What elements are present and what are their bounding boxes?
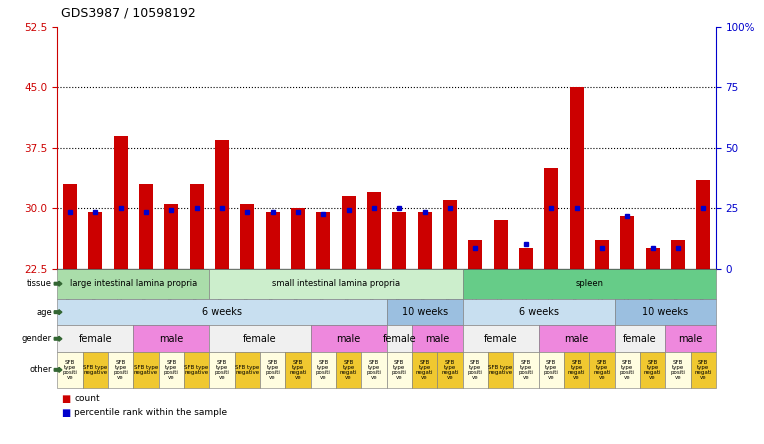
Text: SFB
type
positi
ve: SFB type positi ve xyxy=(468,360,483,380)
Text: SFB
type
positi
ve: SFB type positi ve xyxy=(620,360,635,380)
Bar xyxy=(189,184,203,269)
Text: large intestinal lamina propria: large intestinal lamina propria xyxy=(70,279,197,288)
Text: SFB
type
negati
ve: SFB type negati ve xyxy=(290,360,306,380)
Text: SFB
type
negati
ve: SFB type negati ve xyxy=(441,360,458,380)
Bar xyxy=(468,240,482,269)
Bar xyxy=(696,180,711,269)
Text: SFB
type
negati
ve: SFB type negati ve xyxy=(644,360,662,380)
Bar xyxy=(620,216,634,269)
Text: SFB
type
positi
ve: SFB type positi ve xyxy=(215,360,229,380)
Bar xyxy=(139,184,153,269)
Bar xyxy=(544,168,558,269)
Text: SFB
type
positi
ve: SFB type positi ve xyxy=(392,360,406,380)
Text: SFB
type
positi
ve: SFB type positi ve xyxy=(163,360,179,380)
Text: SFB type
negative: SFB type negative xyxy=(134,365,158,375)
Text: female: female xyxy=(79,334,112,344)
Text: SFB type
negative: SFB type negative xyxy=(184,365,209,375)
Text: male: male xyxy=(336,334,361,344)
Text: 10 weeks: 10 weeks xyxy=(643,307,688,317)
Text: SFB
type
negati
ve: SFB type negati ve xyxy=(694,360,712,380)
Bar xyxy=(215,139,229,269)
Bar xyxy=(570,87,584,269)
Text: age: age xyxy=(36,308,52,317)
Text: female: female xyxy=(383,334,416,344)
Text: 6 weeks: 6 weeks xyxy=(519,307,558,317)
Bar xyxy=(89,212,102,269)
Bar xyxy=(671,240,685,269)
Bar xyxy=(316,212,330,269)
Text: other: other xyxy=(30,365,52,374)
Bar xyxy=(443,200,457,269)
Text: SFB
type
positi
ve: SFB type positi ve xyxy=(367,360,381,380)
Text: ■: ■ xyxy=(61,394,70,404)
Text: SFB type
negative: SFB type negative xyxy=(235,365,260,375)
Bar xyxy=(392,212,406,269)
Text: male: male xyxy=(565,334,589,344)
Bar xyxy=(63,184,77,269)
Text: female: female xyxy=(243,334,277,344)
Text: SFB
type
negati
ve: SFB type negati ve xyxy=(568,360,585,380)
Text: male: male xyxy=(678,334,703,344)
Bar xyxy=(164,204,178,269)
Text: SFB
type
positi
ve: SFB type positi ve xyxy=(265,360,280,380)
Text: male: male xyxy=(159,334,183,344)
Bar xyxy=(494,220,507,269)
Bar xyxy=(291,208,305,269)
Text: tissue: tissue xyxy=(27,279,52,288)
Text: GDS3987 / 10598192: GDS3987 / 10598192 xyxy=(61,7,196,20)
Text: 10 weeks: 10 weeks xyxy=(402,307,448,317)
Bar xyxy=(266,212,280,269)
Text: SFB type
negative: SFB type negative xyxy=(83,365,108,375)
Text: SFB
type
positi
ve: SFB type positi ve xyxy=(63,360,77,380)
Text: count: count xyxy=(74,394,100,403)
Bar xyxy=(595,240,609,269)
Text: 6 weeks: 6 weeks xyxy=(202,307,242,317)
Text: SFB
type
positi
ve: SFB type positi ve xyxy=(316,360,331,380)
Text: small intestinal lamina propria: small intestinal lamina propria xyxy=(272,279,400,288)
Text: female: female xyxy=(484,334,517,344)
Bar xyxy=(519,249,533,269)
Text: SFB
type
positi
ve: SFB type positi ve xyxy=(544,360,558,380)
Text: gender: gender xyxy=(22,334,52,343)
Bar xyxy=(342,196,355,269)
Bar xyxy=(114,135,128,269)
Text: percentile rank within the sample: percentile rank within the sample xyxy=(74,408,227,417)
Text: SFB
type
positi
ve: SFB type positi ve xyxy=(671,360,685,380)
Text: female: female xyxy=(623,334,657,344)
Text: male: male xyxy=(425,334,449,344)
Bar xyxy=(646,249,659,269)
Text: SFB
type
negati
ve: SFB type negati ve xyxy=(340,360,358,380)
Text: ■: ■ xyxy=(61,408,70,419)
Bar xyxy=(367,192,381,269)
Bar xyxy=(241,204,254,269)
Text: SFB
type
positi
ve: SFB type positi ve xyxy=(519,360,533,380)
Text: spleen: spleen xyxy=(575,279,604,288)
Text: SFB
type
positi
ve: SFB type positi ve xyxy=(113,360,128,380)
Bar xyxy=(418,212,432,269)
Text: SFB
type
negati
ve: SFB type negati ve xyxy=(593,360,610,380)
Text: SFB type
negative: SFB type negative xyxy=(488,365,513,375)
Text: SFB
type
negati
ve: SFB type negati ve xyxy=(416,360,433,380)
